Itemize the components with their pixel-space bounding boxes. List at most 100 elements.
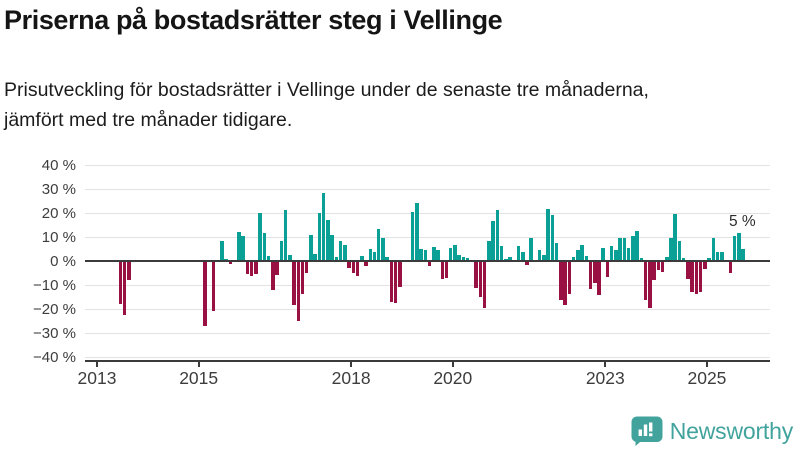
bar <box>444 262 449 279</box>
zero-line <box>85 259 770 263</box>
bar <box>343 244 347 261</box>
bar <box>482 262 487 308</box>
bar <box>338 240 343 261</box>
bar <box>732 235 737 261</box>
bar <box>321 192 326 261</box>
bar <box>690 262 694 292</box>
x-axis-tick <box>451 361 454 367</box>
x-axis-tick <box>604 361 607 367</box>
x-axis-tick <box>350 361 353 367</box>
bar <box>508 256 512 261</box>
annotation-latest-value: 5 % <box>728 213 756 230</box>
bar <box>631 236 635 261</box>
bar <box>300 262 305 295</box>
x-axis-tick <box>705 361 708 367</box>
bar <box>410 211 415 261</box>
bar <box>457 255 461 261</box>
bar <box>330 234 334 261</box>
bar <box>271 262 275 290</box>
y-axis-label: −10 % <box>33 276 76 294</box>
bar <box>266 256 271 261</box>
bar <box>694 262 699 294</box>
gridline <box>85 237 770 238</box>
y-axis-label: 10 % <box>41 228 76 246</box>
bar <box>283 209 288 261</box>
bar <box>453 244 457 261</box>
bar <box>334 257 339 261</box>
bar <box>389 262 394 302</box>
bar <box>626 248 631 261</box>
y-axis-label: −30 % <box>33 324 76 342</box>
y-axis-label: −40 % <box>33 348 76 366</box>
gridline <box>85 309 770 310</box>
bar <box>465 258 470 261</box>
bar <box>711 237 716 261</box>
bar <box>605 262 610 278</box>
bar <box>550 215 555 261</box>
x-axis-label: 2023 <box>585 368 625 388</box>
x-axis-tick <box>197 361 200 367</box>
bar <box>635 231 639 261</box>
bar <box>372 251 377 261</box>
bar <box>360 256 364 261</box>
bar <box>698 262 703 292</box>
bar <box>576 250 580 261</box>
bar <box>559 262 563 301</box>
bar <box>601 248 605 261</box>
bar <box>648 262 652 309</box>
bar <box>707 258 711 261</box>
bar <box>686 262 690 280</box>
gridline <box>85 285 770 286</box>
gridline <box>85 189 770 190</box>
bar <box>317 213 322 261</box>
bar <box>660 262 665 273</box>
x-axis-label: 2015 <box>179 368 219 388</box>
bar <box>228 262 233 265</box>
bar <box>622 237 627 261</box>
bar <box>728 262 732 273</box>
bar <box>741 249 745 261</box>
bar <box>491 220 495 261</box>
bar <box>118 262 122 304</box>
newsworthy-logo-text: Newsworthy <box>669 417 793 444</box>
gridline <box>85 333 770 334</box>
bar <box>245 262 250 274</box>
bar <box>643 262 648 301</box>
bar <box>279 241 283 261</box>
bar <box>677 241 682 261</box>
bar <box>385 256 389 261</box>
bar <box>224 258 228 261</box>
bar <box>474 262 478 289</box>
bar <box>656 262 660 271</box>
bar <box>537 250 542 261</box>
bar <box>567 262 571 295</box>
bar <box>292 262 296 306</box>
bar <box>326 220 330 261</box>
bar <box>220 240 224 261</box>
bar <box>440 262 444 280</box>
bar <box>546 209 550 261</box>
bar <box>432 247 436 261</box>
bar <box>355 262 360 277</box>
y-axis-label: 30 % <box>41 180 76 198</box>
bar <box>614 250 618 261</box>
bar <box>652 262 656 281</box>
bar <box>436 250 440 261</box>
y-axis-label: 20 % <box>41 204 76 222</box>
bar <box>588 262 593 290</box>
bar <box>309 234 313 261</box>
gridline <box>85 213 770 214</box>
bar <box>525 262 529 266</box>
bar <box>249 262 254 277</box>
bar <box>275 262 279 275</box>
bar <box>288 255 292 261</box>
bar <box>364 262 368 267</box>
newsworthy-bubble-barchart-icon <box>630 416 663 446</box>
bar <box>665 256 669 261</box>
page-title: Priserna på bostadsrätter steg i Velling… <box>4 5 503 35</box>
bar <box>368 249 372 261</box>
newsworthy-logo[interactable]: Newsworthy <box>630 416 793 446</box>
bar <box>618 238 622 261</box>
